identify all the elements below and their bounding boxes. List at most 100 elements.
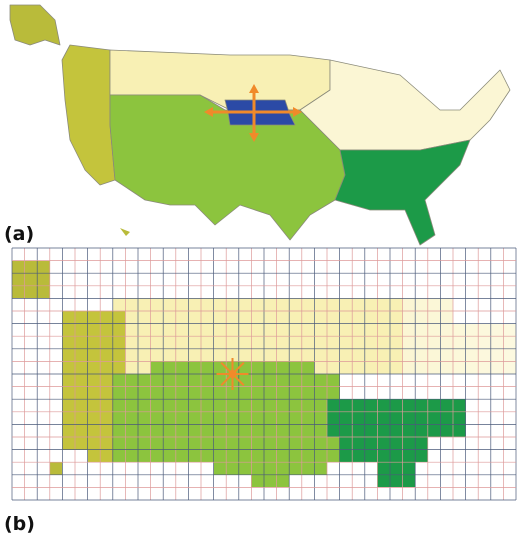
grid-cell xyxy=(264,399,277,412)
grid-cell xyxy=(490,361,504,374)
grid-cell xyxy=(201,386,214,400)
grid-cell xyxy=(75,336,88,349)
grid-cell xyxy=(75,348,88,362)
grid-cell xyxy=(24,273,38,286)
us-map xyxy=(9,4,511,246)
grid-cell xyxy=(264,374,277,387)
grid-cell xyxy=(188,361,201,374)
grid-cell xyxy=(377,424,390,437)
grid-cell xyxy=(238,311,252,324)
grid-cell xyxy=(314,386,327,400)
grid-cell xyxy=(478,323,491,337)
grid-cell xyxy=(377,399,390,412)
grid-cell xyxy=(201,399,214,412)
grid-cell xyxy=(150,399,164,412)
grid-cell xyxy=(327,449,340,463)
grid-cell xyxy=(490,348,504,362)
grid-cell xyxy=(402,399,416,412)
grid-cell xyxy=(125,386,138,400)
grid-cell xyxy=(188,399,201,412)
grid-cell xyxy=(327,336,340,349)
grid-cell xyxy=(125,323,138,337)
grid-cell xyxy=(427,336,441,349)
grid-cell xyxy=(112,361,126,374)
grid-cell xyxy=(251,361,264,374)
grid-cell xyxy=(87,437,101,450)
grid-cell xyxy=(251,399,264,412)
grid-cell xyxy=(289,348,302,362)
grid-cell xyxy=(188,323,201,337)
grid-cell xyxy=(289,462,302,475)
grid-cell xyxy=(289,437,302,450)
grid-map xyxy=(11,247,517,501)
grid-cell xyxy=(377,298,390,311)
grid-cell xyxy=(75,399,88,412)
grid-cell xyxy=(327,323,340,337)
grid-cell xyxy=(503,336,516,349)
grid-cell xyxy=(138,449,151,463)
grid-cell xyxy=(213,399,227,412)
grid-cell xyxy=(478,348,491,362)
grid-cell xyxy=(402,298,416,311)
grid-cell xyxy=(62,437,75,450)
grid-cell xyxy=(402,437,416,450)
grid-cell xyxy=(125,361,138,374)
grid-cell xyxy=(390,411,403,425)
grid-cell xyxy=(364,361,378,374)
grid-cell xyxy=(175,437,189,450)
grid-cell xyxy=(377,411,390,425)
grid-cell xyxy=(314,424,327,437)
grid-cell xyxy=(238,411,252,425)
grid-cell xyxy=(314,399,327,412)
grid-cell xyxy=(364,437,378,450)
grid-cell xyxy=(390,348,403,362)
grid-cell xyxy=(415,361,428,374)
grid-cell xyxy=(213,437,227,450)
grid-cell xyxy=(188,298,201,311)
grid-cell xyxy=(364,449,378,463)
grid-cell xyxy=(100,399,113,412)
grid-cell xyxy=(440,424,453,437)
grid-cell xyxy=(226,462,239,475)
grid-cell xyxy=(163,336,176,349)
grid-cell xyxy=(150,348,164,362)
grid-cell xyxy=(100,449,113,463)
grid-cell xyxy=(301,323,315,337)
grid-cell xyxy=(427,323,441,337)
grid-cell xyxy=(503,348,516,362)
grid-cell xyxy=(327,399,340,412)
grid-cell xyxy=(264,336,277,349)
grid-cell xyxy=(138,386,151,400)
grid-cell xyxy=(503,361,516,374)
grid-cell xyxy=(377,462,390,475)
grid-cell xyxy=(327,361,340,374)
grid-cell xyxy=(289,298,302,311)
grid-cell xyxy=(453,323,466,337)
grid-cell xyxy=(352,348,365,362)
grid-cell xyxy=(390,298,403,311)
grid-cell xyxy=(289,411,302,425)
grid-cell xyxy=(75,424,88,437)
grid-cell xyxy=(490,336,504,349)
grid-cell xyxy=(339,323,353,337)
grid-cell xyxy=(238,462,252,475)
grid-cell xyxy=(427,411,441,425)
grid-cell xyxy=(138,437,151,450)
grid-cell xyxy=(289,399,302,412)
grid-cell xyxy=(201,323,214,337)
grid-cell xyxy=(264,437,277,450)
grid-cell xyxy=(352,298,365,311)
grid-cell xyxy=(62,424,75,437)
grid-cell xyxy=(163,311,176,324)
grid-cell xyxy=(301,386,315,400)
grid-cell xyxy=(314,449,327,463)
grid-cell xyxy=(150,323,164,337)
grid-cell xyxy=(175,386,189,400)
grid-cell xyxy=(188,411,201,425)
grid-cell xyxy=(163,323,176,337)
grid-cell xyxy=(364,411,378,425)
grid-cell xyxy=(201,336,214,349)
grid-cell xyxy=(125,399,138,412)
grid-cell xyxy=(150,311,164,324)
